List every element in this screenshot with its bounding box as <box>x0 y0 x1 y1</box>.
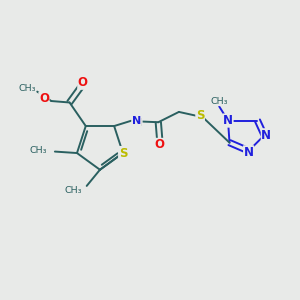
Text: N: N <box>132 116 141 126</box>
Text: N: N <box>244 146 254 159</box>
Text: CH₃: CH₃ <box>65 186 82 195</box>
Text: S: S <box>119 146 127 160</box>
Text: CH₃: CH₃ <box>29 146 47 155</box>
Text: CH₃: CH₃ <box>210 97 228 106</box>
Text: S: S <box>196 109 204 122</box>
Text: O: O <box>78 76 88 89</box>
Text: N: N <box>261 129 271 142</box>
Text: O: O <box>155 138 165 152</box>
Text: CH₃: CH₃ <box>18 84 36 93</box>
Text: N: N <box>223 114 233 127</box>
Text: O: O <box>39 92 49 105</box>
Text: H: H <box>135 118 142 128</box>
